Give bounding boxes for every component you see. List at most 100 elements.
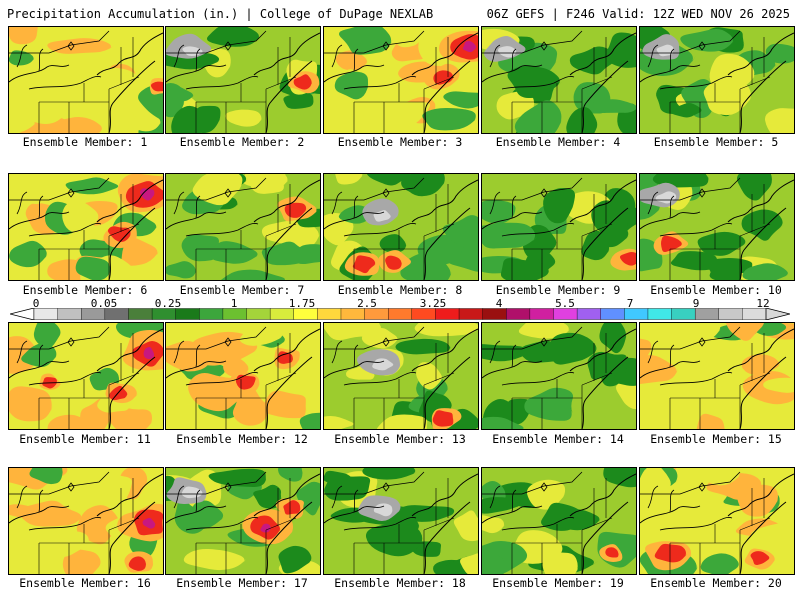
- coastline: [423, 356, 471, 429]
- border-line: [482, 471, 583, 495]
- coastline: [96, 32, 163, 76]
- very-heavy-precip-area: [619, 252, 636, 266]
- border-line: [324, 177, 425, 201]
- ensemble-member-map: [323, 26, 479, 134]
- colorbar-segment: [624, 308, 649, 320]
- colorbar-segment: [529, 308, 554, 320]
- lake-erie-outline: [659, 517, 733, 531]
- colorbar-segment: [482, 308, 507, 320]
- coastline: [739, 207, 787, 280]
- precip-area: [482, 199, 516, 224]
- ensemble-member-label: Ensemble Member: 4: [495, 135, 621, 149]
- ensemble-member-label: Ensemble Member: 9: [495, 283, 621, 297]
- precip-area: [543, 187, 575, 224]
- precip-area: [518, 323, 571, 339]
- lake-erie-outline: [185, 517, 259, 531]
- border-line: [166, 326, 267, 350]
- precip-area: [460, 553, 478, 574]
- colorbar-segment: [246, 308, 271, 320]
- run-info: 06Z GEFS | F246 Valid: 12Z WED NOV 26 20…: [486, 7, 790, 21]
- precip-area: [166, 261, 197, 279]
- state-lines: [423, 333, 455, 386]
- very-heavy-precip-area: [293, 74, 312, 90]
- lake-erie-outline: [343, 517, 417, 531]
- border-line: [324, 326, 425, 350]
- precip-area: [263, 390, 307, 419]
- colorbar-segment: [694, 308, 720, 320]
- precip-area: [47, 116, 106, 133]
- ensemble-member-label: Ensemble Member: 5: [653, 135, 779, 149]
- station-marker-icon: [540, 188, 548, 198]
- colorbar-segment: [57, 308, 82, 320]
- ensemble-member-label: Ensemble Member: 13: [334, 432, 466, 446]
- state-lines: [581, 333, 613, 386]
- state-lines: [265, 478, 297, 531]
- precip-area: [250, 174, 286, 194]
- colorbar-tick-label: 5.5: [555, 297, 575, 310]
- coastline: [411, 32, 478, 76]
- precip-area: [378, 101, 431, 127]
- precip-area: [482, 222, 538, 249]
- coastline: [96, 328, 163, 372]
- lake-michigan-outline: [647, 191, 675, 219]
- state-lines: [265, 37, 297, 90]
- lake-erie-outline: [28, 372, 102, 386]
- colorbar-segment: [600, 308, 625, 320]
- lake-michigan-outline: [647, 485, 675, 513]
- extreme-precip-area: [139, 188, 155, 201]
- coastline: [727, 473, 794, 517]
- lake-erie-outline: [28, 76, 102, 90]
- precip-area: [500, 258, 552, 280]
- very-heavy-precip-area: [107, 226, 132, 242]
- state-lines: [353, 524, 425, 574]
- coastline: [423, 60, 471, 133]
- precip-area: [253, 484, 282, 509]
- station-marker-icon: [698, 188, 706, 198]
- lake-michigan-outline: [173, 191, 201, 219]
- ensemble-member-map: [165, 173, 321, 281]
- precip-area: [181, 234, 219, 262]
- trace-precip-area: [182, 46, 204, 57]
- great-lakes-outline: [166, 64, 227, 83]
- colorbar-tick-label: 7: [626, 297, 634, 310]
- border-line: [9, 177, 110, 201]
- ensemble-member-label: Ensemble Member: 15: [650, 432, 782, 446]
- lake-erie-outline: [659, 223, 733, 237]
- station-marker-icon: [698, 41, 706, 51]
- precip-area: [190, 105, 221, 133]
- border-line: [166, 471, 267, 495]
- precip-area: [581, 230, 611, 261]
- ensemble-member-map: [8, 467, 164, 575]
- state-lines: [581, 478, 613, 531]
- coastline: [727, 179, 794, 223]
- ensemble-member-label: Ensemble Member: 1: [22, 135, 148, 149]
- state-lines: [195, 379, 267, 429]
- ensemble-member-map: [165, 26, 321, 134]
- great-lakes-outline: [482, 211, 543, 230]
- precip-area: [414, 323, 478, 337]
- precip-area: [10, 178, 62, 204]
- very-heavy-precip-area: [750, 551, 771, 565]
- ensemble-member-label: Ensemble Member: 3: [337, 135, 463, 149]
- station-marker-icon: [224, 482, 232, 492]
- extreme-precip-area: [142, 517, 156, 529]
- precip-area: [104, 475, 132, 502]
- great-lakes-outline: [640, 64, 701, 83]
- precip-area: [400, 251, 452, 280]
- precip-area: [17, 500, 84, 527]
- ensemble-member-label: Ensemble Member: 11: [19, 432, 151, 446]
- lake-michigan-outline: [331, 485, 359, 513]
- lake-erie-outline: [185, 223, 259, 237]
- colorbar-tick-label: 0.25: [154, 297, 182, 310]
- precip-area: [393, 28, 424, 48]
- ensemble-member-map: [165, 467, 321, 575]
- border-line: [166, 177, 267, 201]
- lake-michigan-outline: [489, 340, 517, 368]
- very-heavy-precip-area: [277, 351, 293, 364]
- state-lines: [195, 230, 267, 280]
- great-lakes-outline: [324, 211, 385, 230]
- map-title: Precipitation Accumulation (in.) | Colle…: [7, 7, 434, 21]
- precip-area: [210, 241, 261, 264]
- precip-area: [709, 259, 742, 280]
- precip-area: [65, 177, 122, 195]
